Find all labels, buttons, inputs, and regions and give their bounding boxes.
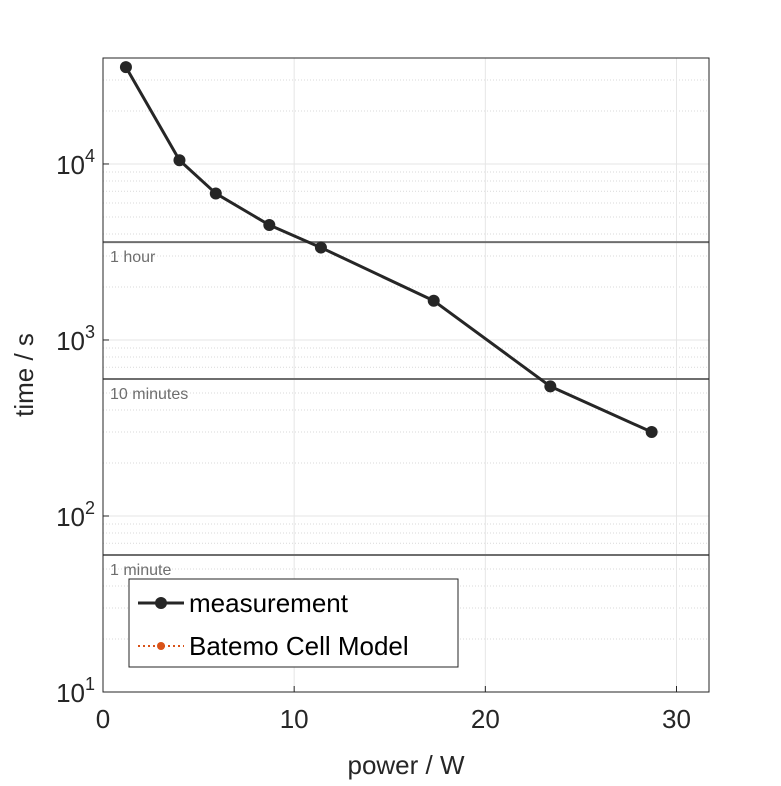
data-point (314, 241, 327, 254)
legend-batemo-marker (157, 642, 165, 650)
y-tick-label: 102 (56, 498, 95, 532)
y-tick-label: 103 (56, 322, 95, 356)
y-axis-label: time / s (9, 333, 39, 417)
legend-measurement-marker (155, 597, 167, 609)
series-layer (119, 61, 658, 439)
plot-frame (102, 57, 710, 693)
y-tick-label: 101 (56, 674, 95, 708)
data-point (263, 219, 276, 232)
legend-box (128, 578, 459, 668)
legend-measurement-label: measurement (189, 588, 349, 618)
data-point (173, 154, 186, 167)
data-point (119, 61, 132, 74)
x-tick-label: 10 (280, 704, 309, 734)
data-point (544, 380, 557, 393)
x-tick-label: 0 (96, 704, 110, 734)
series-line (124, 66, 653, 434)
y-tick-label: 104 (56, 146, 95, 180)
data-point (645, 426, 658, 439)
data-point (427, 294, 440, 307)
reference-lines: 1 hour 10 minutes 1 minute (103, 241, 709, 579)
reference-line-label: 1 hour (110, 249, 156, 266)
reference-line-label: 10 minutes (110, 386, 188, 403)
tick-labels: 0 10 20 30 101 102 103 104 (56, 146, 691, 734)
x-axis-label: power / W (347, 750, 464, 780)
x-tick-label: 20 (471, 704, 500, 734)
legend-batemo-label: Batemo Cell Model (189, 631, 409, 661)
x-tick-label: 30 (662, 704, 691, 734)
legend: measurement Batemo Cell Model (128, 578, 459, 668)
data-point (209, 187, 222, 200)
reference-line-label: 1 minute (110, 562, 171, 579)
